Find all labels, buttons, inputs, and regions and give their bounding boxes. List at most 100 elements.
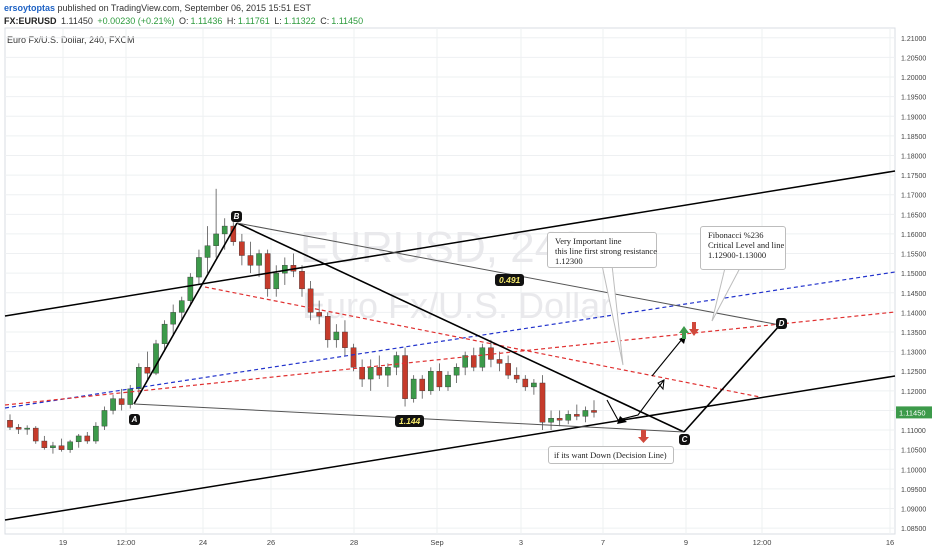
candle-down xyxy=(299,270,305,290)
channel-upper-line[interactable] xyxy=(4,170,896,317)
candle-down xyxy=(359,367,365,380)
callout-resistance[interactable]: Very Important line this line first stro… xyxy=(547,232,657,268)
candle-up xyxy=(153,343,159,374)
x-tick-label: 9 xyxy=(684,538,688,547)
candle-up xyxy=(393,355,400,368)
candle-up xyxy=(256,253,262,266)
close-value: 1.11450 xyxy=(331,16,364,26)
open-value: 1.11436 xyxy=(190,16,223,26)
x-tick-label: 26 xyxy=(267,538,275,547)
callout-down-text: if its want Down (Decision Line) xyxy=(554,450,667,460)
published-text: published on TradingView.com, September … xyxy=(57,3,312,13)
y-tick-label: 1.18500 xyxy=(901,134,926,141)
y-tick-label: 1.21000 xyxy=(901,36,926,43)
projection-arrow-up[interactable] xyxy=(651,337,684,377)
callout-resistance-line2: this line first strong resistance xyxy=(555,246,657,256)
candle-up xyxy=(282,265,288,274)
y-tick-label: 1.12000 xyxy=(901,389,926,396)
fib-ratio-0491: 0.491 xyxy=(495,274,525,286)
callout-resistance-line1: Very Important line xyxy=(555,236,622,246)
callout-fibonacci[interactable]: Fibonacci %236 Critical Level and line 1… xyxy=(700,226,786,270)
candle-up xyxy=(548,418,554,423)
y-tick-label: 1.13000 xyxy=(901,350,926,357)
y-tick-label: 1.19000 xyxy=(901,114,926,121)
candle-up xyxy=(24,427,30,430)
candle-down xyxy=(324,316,331,341)
y-tick-label: 1.09500 xyxy=(901,487,926,494)
channel-lower-line[interactable] xyxy=(4,375,896,521)
blue-dashed-trendline[interactable] xyxy=(4,271,896,409)
fib-ratio-1144: 1.144 xyxy=(395,415,425,427)
candle-down xyxy=(7,420,13,428)
arrowhead-down xyxy=(617,416,627,424)
down-arrow-marker-low xyxy=(638,430,649,443)
candle-up xyxy=(453,367,460,376)
candle-down xyxy=(496,359,503,364)
candle-up xyxy=(462,355,468,368)
line-b-c[interactable] xyxy=(236,222,685,433)
y-tick-label: 1.17500 xyxy=(901,173,926,180)
candle-up xyxy=(531,382,537,388)
candle-down xyxy=(556,418,563,421)
change-text: +0.00230 (+0.21%) xyxy=(97,16,175,26)
y-tick-label: 1.15000 xyxy=(901,271,926,278)
candle-down xyxy=(15,427,22,430)
y-tick-label: 1.20000 xyxy=(901,75,926,82)
candle-up xyxy=(136,367,142,390)
y-tick-label: 1.11000 xyxy=(901,428,926,435)
red-dashed-trendline[interactable] xyxy=(4,311,896,406)
point-label-b: B xyxy=(231,211,242,222)
candle-down xyxy=(307,288,314,313)
candle-down xyxy=(436,371,443,388)
candle-up xyxy=(367,367,374,380)
callout-down-decision[interactable]: if its want Down (Decision Line) xyxy=(548,446,674,464)
candle-up xyxy=(333,331,340,341)
high-value: 1.11761 xyxy=(237,16,270,26)
y-tick-label: 1.19500 xyxy=(901,95,926,102)
author-link[interactable]: ersoytoptas xyxy=(4,3,56,13)
chart-subtitle: Euro Fx/U.S. Dollar, 240, FXCM xyxy=(7,35,135,45)
x-tick-label: Sep xyxy=(430,538,443,547)
candle-up xyxy=(428,371,434,392)
candle-down xyxy=(144,367,151,374)
watermark-symbol: EURUSD, 240 xyxy=(300,223,584,272)
candle-up xyxy=(204,245,211,258)
candle-up xyxy=(582,410,589,417)
y-tick-label: 1.18000 xyxy=(901,153,926,160)
candle-up xyxy=(273,272,280,290)
y-tick-label: 1.17000 xyxy=(901,193,926,200)
grid-layer xyxy=(4,27,896,535)
chart-header: ersoytoptas published on TradingView.com… xyxy=(0,0,932,30)
candle-up xyxy=(479,347,486,368)
red-dashed-resistance-line[interactable] xyxy=(204,286,761,398)
candle-up xyxy=(445,374,451,388)
candle-up xyxy=(170,312,176,325)
y-tick-label: 1.10000 xyxy=(901,467,926,474)
x-tick-label: 3 xyxy=(519,538,523,547)
watermark-description: Euro Fx/U.S. Dollar xyxy=(302,285,612,326)
low-label: L: xyxy=(274,16,282,26)
candle-up xyxy=(213,233,219,246)
candle-down xyxy=(376,367,383,376)
candle-up xyxy=(93,425,99,442)
axes-layer: 1.21000 1.20500 1.20000 1.19500 1.19000 1.185… xyxy=(59,36,932,547)
down-arrow-marker xyxy=(689,322,699,336)
projection-path[interactable] xyxy=(606,379,665,421)
candle-down xyxy=(342,331,348,348)
candle-down xyxy=(118,398,125,405)
line-a-b[interactable] xyxy=(133,222,238,405)
candle-down xyxy=(41,440,48,448)
candle-down xyxy=(350,347,357,368)
x-tick-label: 28 xyxy=(350,538,358,547)
low-value: 1.11322 xyxy=(283,16,316,26)
candle-up xyxy=(101,410,108,427)
candle-down xyxy=(505,363,511,376)
x-tick-label: 19 xyxy=(59,538,67,547)
candle-up xyxy=(50,445,56,448)
candle-down xyxy=(264,253,271,290)
line-c-d[interactable] xyxy=(683,324,781,433)
candle-up xyxy=(161,323,168,344)
candle-down xyxy=(574,414,580,417)
publish-info: ersoytoptas published on TradingView.com… xyxy=(4,3,311,13)
